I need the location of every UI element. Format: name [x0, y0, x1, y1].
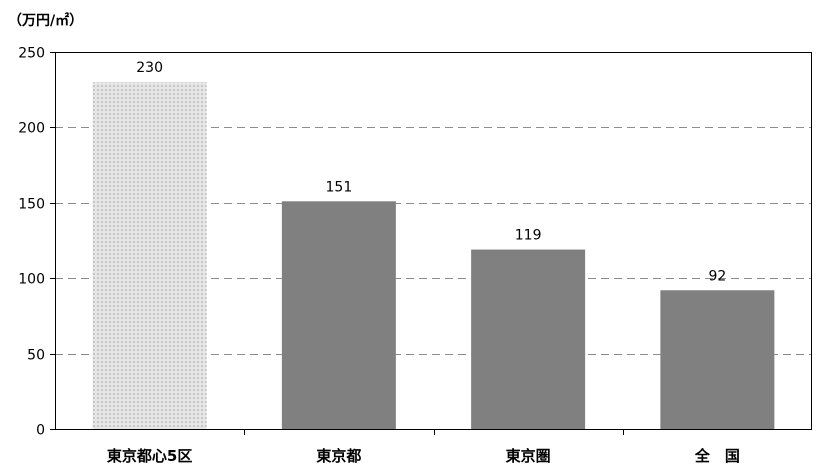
y-tick-labels: 0 50 100 150 200 250 — [18, 46, 45, 439]
y-tick-label-100: 100 — [18, 272, 45, 288]
category-label-2: 東京都 — [316, 447, 361, 465]
data-label-4: 92 — [708, 268, 726, 284]
x-category-labels: 東京都心5区 東京都 東京圏 全 国 — [107, 447, 740, 465]
y-tick-label-150: 150 — [18, 197, 45, 213]
category-label-3: 東京圏 — [506, 447, 551, 465]
bar-4 — [660, 290, 775, 429]
y-axis-unit-label: （万円/㎡） — [8, 13, 84, 29]
data-labels: 230 151 119 92 — [136, 60, 726, 284]
y-tick-label-200: 200 — [18, 121, 45, 137]
bar-1 — [92, 82, 207, 429]
data-label-1: 230 — [136, 60, 163, 76]
y-tick-label-0: 0 — [36, 423, 45, 439]
y-tick-label-250: 250 — [18, 46, 45, 62]
category-label-4: 全 国 — [694, 447, 740, 465]
data-label-2: 151 — [326, 179, 353, 195]
bar-3 — [471, 249, 586, 429]
axes — [50, 52, 812, 435]
category-label-1: 東京都心5区 — [107, 447, 192, 465]
bar-2 — [281, 201, 396, 429]
data-label-3: 119 — [515, 228, 542, 244]
y-tick-label-50: 50 — [27, 348, 45, 364]
bars — [92, 82, 775, 429]
